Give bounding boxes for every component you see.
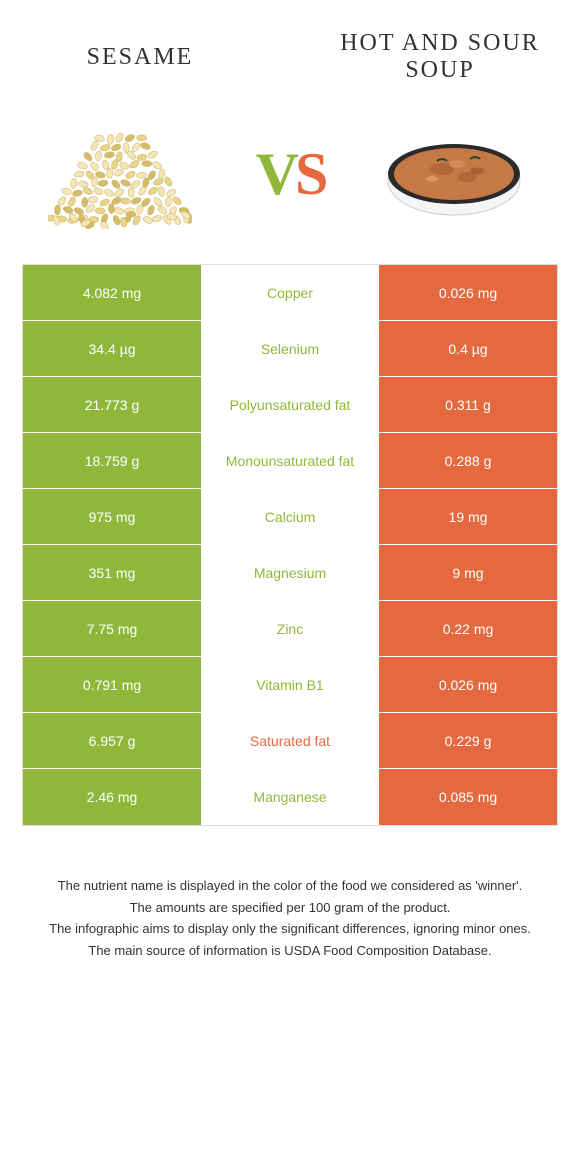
soup-bowl-icon: [382, 119, 527, 229]
table-row: 2.46 mgManganese0.085 mg: [23, 769, 557, 825]
left-value: 21.773 g: [23, 377, 201, 432]
left-value: 6.957 g: [23, 713, 201, 768]
table-row: 21.773 gPolyunsaturated fat0.311 g: [23, 377, 557, 433]
right-value: 0.026 mg: [379, 657, 557, 712]
nutrient-name: Manganese: [201, 769, 379, 825]
table-row: 351 mgMagnesium9 mg: [23, 545, 557, 601]
vs-label: VS: [256, 140, 325, 209]
right-value: 19 mg: [379, 489, 557, 544]
nutrient-name: Monounsaturated fat: [201, 433, 379, 488]
left-value: 975 mg: [23, 489, 201, 544]
vs-v-letter: V: [256, 141, 295, 207]
nutrient-name: Calcium: [201, 489, 379, 544]
right-value: 0.22 mg: [379, 601, 557, 656]
right-value: 0.4 µg: [379, 321, 557, 376]
footer-line-2: The amounts are specified per 100 gram o…: [40, 898, 540, 918]
left-value: 0.791 mg: [23, 657, 201, 712]
nutrient-name: Polyunsaturated fat: [201, 377, 379, 432]
right-value: 0.085 mg: [379, 769, 557, 825]
sesame-seeds-icon: [48, 119, 203, 229]
table-row: 4.082 mgCopper0.026 mg: [23, 265, 557, 321]
left-value: 18.759 g: [23, 433, 201, 488]
footer-line-1: The nutrient name is displayed in the co…: [40, 876, 540, 896]
left-food-title: Sesame: [40, 44, 240, 71]
nutrient-name: Copper: [201, 265, 379, 320]
left-value: 7.75 mg: [23, 601, 201, 656]
nutrient-name: Magnesium: [201, 545, 379, 600]
footer-line-3: The infographic aims to display only the…: [40, 919, 540, 939]
vs-s-letter: S: [295, 141, 324, 207]
table-row: 0.791 mgVitamin B10.026 mg: [23, 657, 557, 713]
left-food-image: [45, 114, 205, 234]
vs-row: VS: [0, 94, 580, 264]
right-value: 0.026 mg: [379, 265, 557, 320]
nutrient-name: Selenium: [201, 321, 379, 376]
comparison-table: 4.082 mgCopper0.026 mg34.4 µgSelenium0.4…: [22, 264, 558, 826]
left-value: 2.46 mg: [23, 769, 201, 825]
nutrient-name: Saturated fat: [201, 713, 379, 768]
nutrient-name: Zinc: [201, 601, 379, 656]
right-value: 0.311 g: [379, 377, 557, 432]
footer-line-4: The main source of information is USDA F…: [40, 941, 540, 961]
right-value: 0.229 g: [379, 713, 557, 768]
table-row: 6.957 gSaturated fat0.229 g: [23, 713, 557, 769]
right-value: 9 mg: [379, 545, 557, 600]
table-row: 7.75 mgZinc0.22 mg: [23, 601, 557, 657]
table-row: 34.4 µgSelenium0.4 µg: [23, 321, 557, 377]
table-row: 975 mgCalcium19 mg: [23, 489, 557, 545]
right-value: 0.288 g: [379, 433, 557, 488]
right-food-image: [375, 114, 535, 234]
left-value: 34.4 µg: [23, 321, 201, 376]
right-food-title: Hot and sour soup: [340, 30, 540, 84]
left-value: 351 mg: [23, 545, 201, 600]
header: Sesame Hot and sour soup: [0, 0, 580, 94]
footer-notes: The nutrient name is displayed in the co…: [0, 826, 580, 982]
nutrient-name: Vitamin B1: [201, 657, 379, 712]
left-value: 4.082 mg: [23, 265, 201, 320]
table-row: 18.759 gMonounsaturated fat0.288 g: [23, 433, 557, 489]
